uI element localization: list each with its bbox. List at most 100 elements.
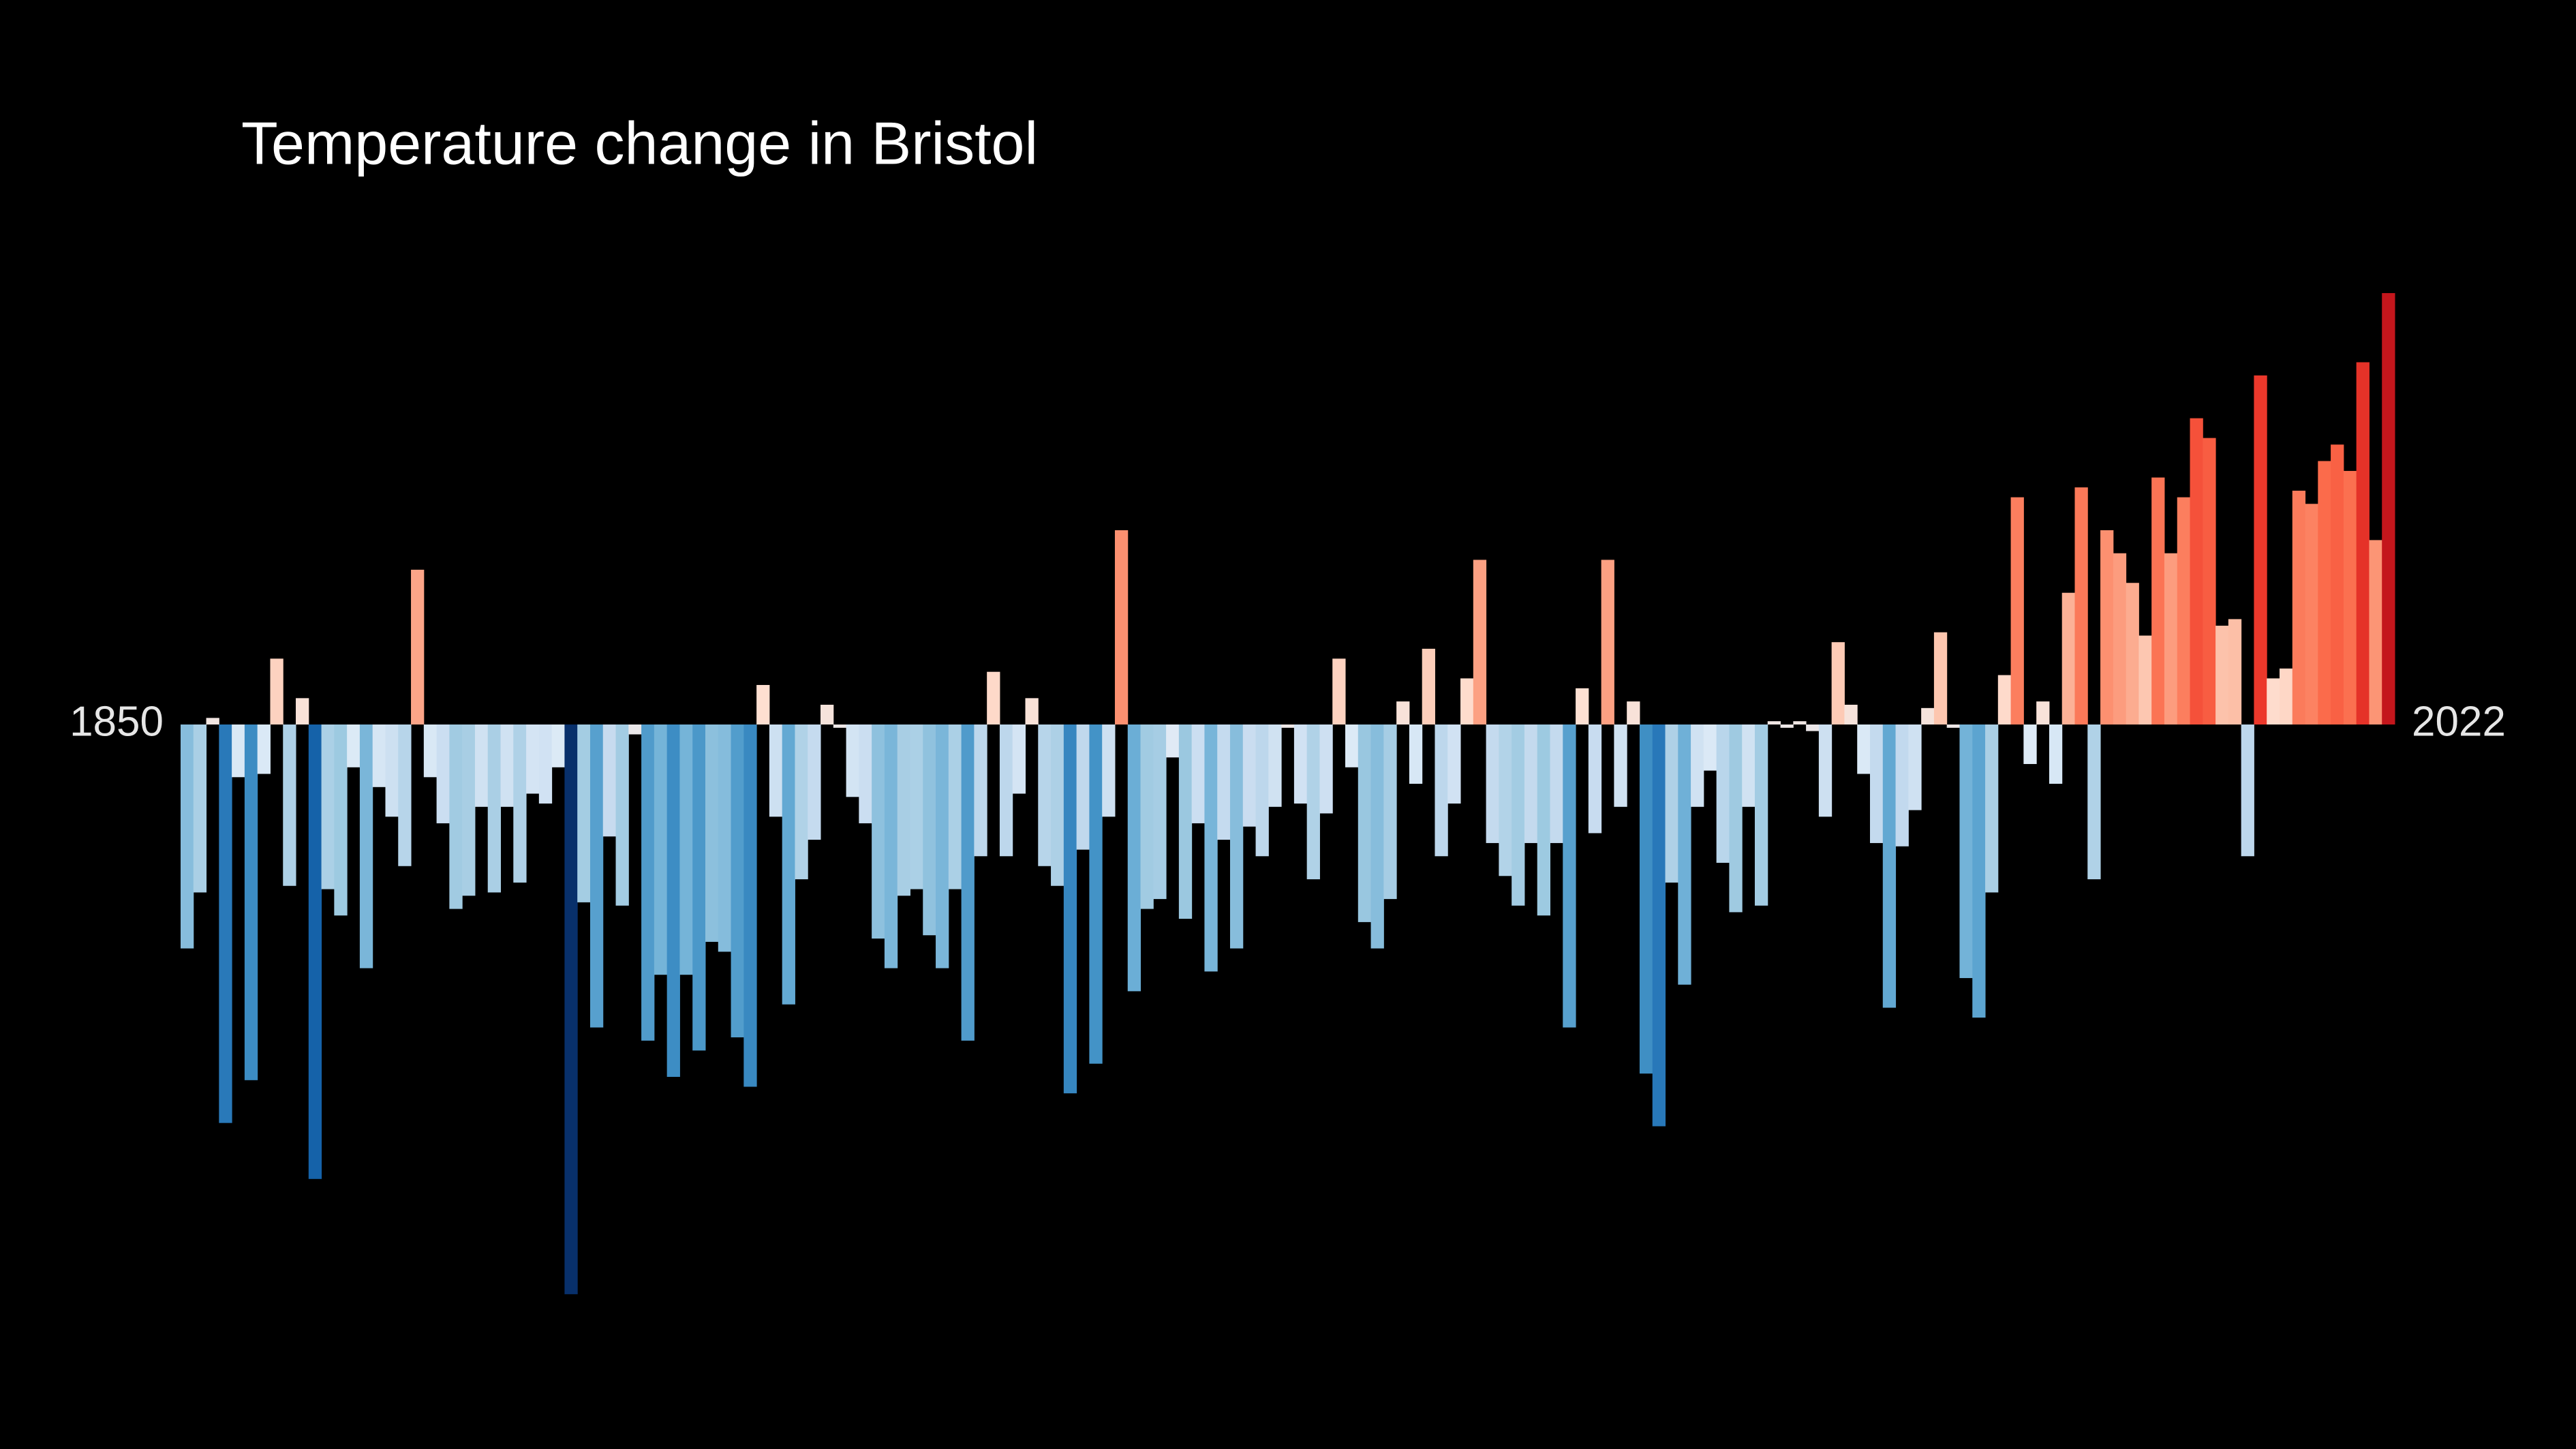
bar [2151,477,2165,724]
bar [910,724,923,889]
bar [1665,724,1678,883]
bar [961,724,975,1041]
bar [1691,724,1704,807]
bar [1281,724,1295,728]
bar [1460,678,1474,724]
bar [526,724,540,794]
bar [244,724,258,1080]
bar [1191,724,1205,823]
bar [1447,724,1461,804]
bar [1293,724,1308,804]
bar [1383,724,1397,900]
bar [1921,707,1935,724]
bar [936,724,949,968]
bar [833,724,847,728]
bar [1268,724,1282,807]
bar [654,724,668,975]
bar [692,724,706,1051]
bar [731,724,744,1038]
bar [449,724,463,909]
bar [782,724,795,1005]
bar [385,724,399,817]
bar [513,724,527,883]
bar [1678,724,1691,985]
bar [1588,724,1602,834]
bar [948,724,962,889]
bar [334,724,348,916]
bar [679,724,693,975]
bar [474,724,489,807]
bar [1051,724,1064,886]
chart-title: Temperature change in Bristol [241,109,1038,177]
bar [372,724,386,787]
bar [1255,724,1269,857]
bar [1959,724,1973,979]
bar [743,724,757,1087]
bar [436,724,450,823]
bar [1985,724,1999,893]
bar [1857,724,1871,774]
bar [2228,619,2242,724]
bar [795,724,808,880]
bar [1627,701,1640,724]
bar [2100,530,2114,724]
bar [897,724,910,896]
bar [2036,701,2050,724]
bar [181,724,194,949]
bar [423,724,438,778]
bar [628,724,642,735]
bar [2049,724,2063,784]
bar [359,724,373,968]
bar [1946,724,1960,728]
bar [2087,724,2101,880]
bar [884,724,898,968]
bar [500,724,514,807]
bar [1358,724,1372,922]
bar [1332,658,1346,724]
bar [2190,418,2203,724]
bar [1639,724,1653,1074]
bar [1754,724,1768,906]
bar [2369,540,2382,724]
bar [1652,724,1666,1127]
bar [2279,668,2293,724]
bar [1742,724,1755,807]
bar [283,724,296,886]
bar [1306,724,1320,880]
bar [666,724,680,1078]
bar [270,658,283,724]
bar [1229,724,1244,949]
bar [1831,642,1845,724]
bar [1025,698,1039,724]
bar [615,724,629,906]
bar [2061,592,2075,724]
bar [2254,375,2267,724]
bar [1601,560,1614,724]
bar [1063,724,1077,1094]
bar [987,671,1000,724]
bar [2305,504,2318,724]
bar [551,724,565,767]
bar [1818,724,1833,817]
bar [1178,724,1193,919]
bar [821,705,834,724]
bar [2292,490,2306,724]
bar [538,724,553,804]
bar [756,685,770,724]
bar [1537,724,1550,916]
bar [308,724,322,1179]
bar [1473,560,1487,724]
bar [2267,678,2280,724]
bar [974,724,987,857]
bar [2023,724,2037,764]
bar [1153,724,1167,900]
bar [808,724,821,840]
bar [1166,724,1180,758]
bar [2318,461,2331,724]
bar [705,724,719,942]
bar [2356,362,2370,724]
bar [1512,724,1525,906]
bar [1524,724,1538,843]
bar [602,724,617,837]
